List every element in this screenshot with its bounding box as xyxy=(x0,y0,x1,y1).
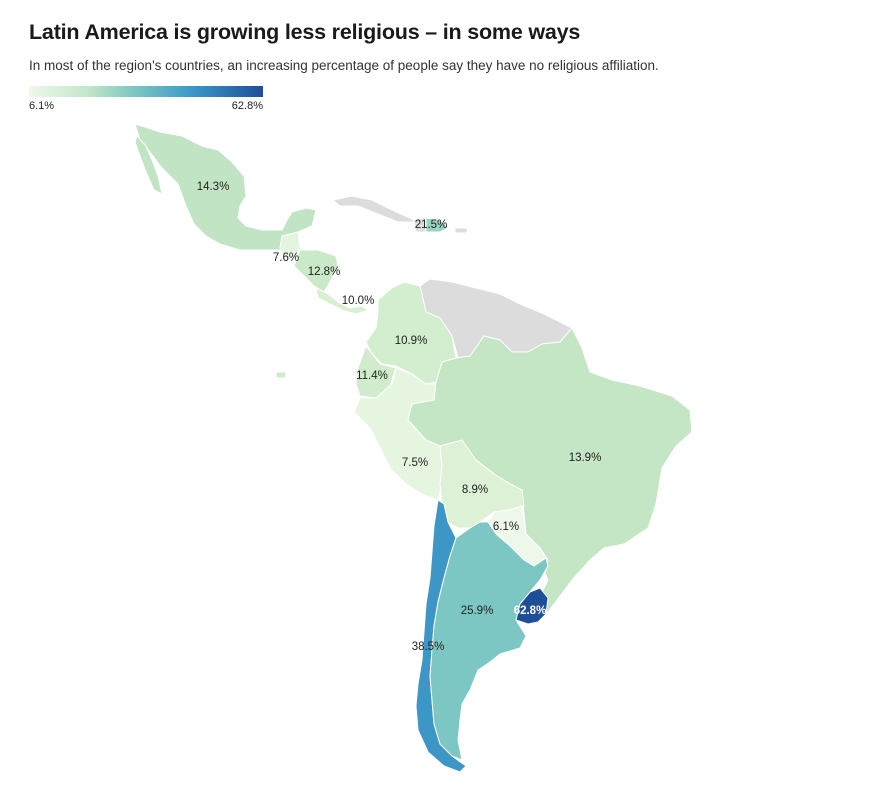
mexico-shape[interactable] xyxy=(134,123,317,251)
label-ecuador: 11.4% xyxy=(356,370,388,382)
legend-min-label: 6.1% xyxy=(29,100,55,112)
legend-max-label: 62.8% xyxy=(231,100,263,112)
honduras-nicaragua-shape[interactable] xyxy=(293,249,339,293)
label-peru: 7.5% xyxy=(402,457,428,469)
label-argentina: 25.9% xyxy=(461,605,494,617)
label-paraguay: 6.1% xyxy=(493,521,519,533)
dominican-republic-shape[interactable] xyxy=(425,217,449,233)
galapagos-shape[interactable] xyxy=(275,371,287,379)
argentina-shape[interactable] xyxy=(429,521,549,761)
label-uruguay: 62.8% xyxy=(514,605,547,617)
legend-gradient-bar xyxy=(29,86,263,97)
puerto-rico-shape[interactable] xyxy=(454,227,468,234)
label-colombia: 10.9% xyxy=(395,335,428,347)
chart-title: Latin America is growing less religious … xyxy=(29,20,581,44)
label-honduras-nicaragua: 12.8% xyxy=(308,266,341,278)
uruguay-shape[interactable] xyxy=(515,587,549,625)
baja-california-shape[interactable] xyxy=(134,135,163,195)
cuba-shape[interactable] xyxy=(332,195,417,223)
label-bolivia: 8.9% xyxy=(462,484,488,496)
label-dominican-republic: 21.5% xyxy=(415,219,448,231)
label-guatemala: 7.6% xyxy=(273,252,299,264)
guatemala-shape[interactable] xyxy=(279,231,301,259)
label-brazil: 13.9% xyxy=(569,452,602,464)
color-legend: 6.1% 62.8% xyxy=(29,86,263,112)
chart-subtitle: In most of the region's countries, an in… xyxy=(29,58,659,73)
label-chile: 38.5% xyxy=(412,641,445,653)
costa-rica-panama-shape[interactable] xyxy=(315,287,369,315)
label-mexico: 14.3% xyxy=(197,181,230,193)
label-costa-rica-panama: 10.0% xyxy=(342,295,375,307)
